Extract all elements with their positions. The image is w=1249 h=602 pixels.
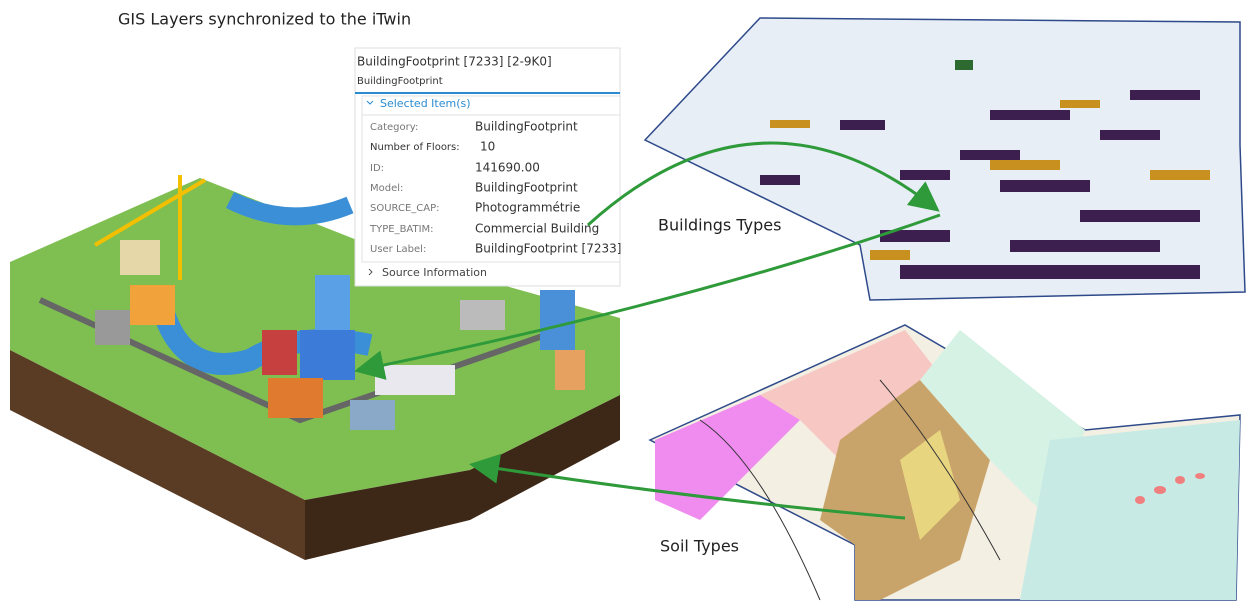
buildings-map: [643, 17, 1246, 301]
prop-label: Model:: [370, 183, 403, 194]
prop-value: BuildingFootprint [7233]: [475, 242, 621, 256]
prop-label: ID:: [370, 163, 384, 174]
prop-value: 141690.00: [475, 161, 540, 175]
title: GIS Layers synchronized to the iTwin: [118, 10, 411, 29]
properties-panel: BuildingFootprint [7233] [2-9K0] Buildin…: [354, 47, 621, 287]
map-label: Buildings Types: [658, 216, 781, 235]
panel-title: BuildingFootprint [7233] [2-9K0]: [357, 55, 552, 69]
connectors: [354, 141, 941, 520]
prop-value: Photogrammétrie: [475, 201, 580, 215]
prop-label: Number of Floors:: [370, 142, 460, 153]
prop-value: BuildingFootprint: [475, 181, 578, 195]
prop-value: Commercial Building: [475, 222, 599, 236]
prop-label: User Label:: [370, 244, 426, 255]
soil-map: [648, 324, 1241, 601]
prop-label: TYPE_BATIM:: [369, 224, 434, 235]
city-model: [10, 175, 620, 560]
prop-label: SOURCE_CAP:: [370, 203, 440, 214]
prop-value: 10: [480, 140, 495, 154]
section-header[interactable]: Selected Item(s): [380, 97, 471, 110]
section-header[interactable]: Source Information: [382, 266, 487, 279]
chevron[interactable]: [368, 268, 373, 276]
prop-value: BuildingFootprint: [475, 120, 578, 134]
panel-subtitle: BuildingFootprint: [357, 76, 443, 87]
chevron[interactable]: [366, 100, 374, 105]
map-label: Soil Types: [660, 537, 739, 556]
prop-label: Category:: [370, 122, 418, 133]
